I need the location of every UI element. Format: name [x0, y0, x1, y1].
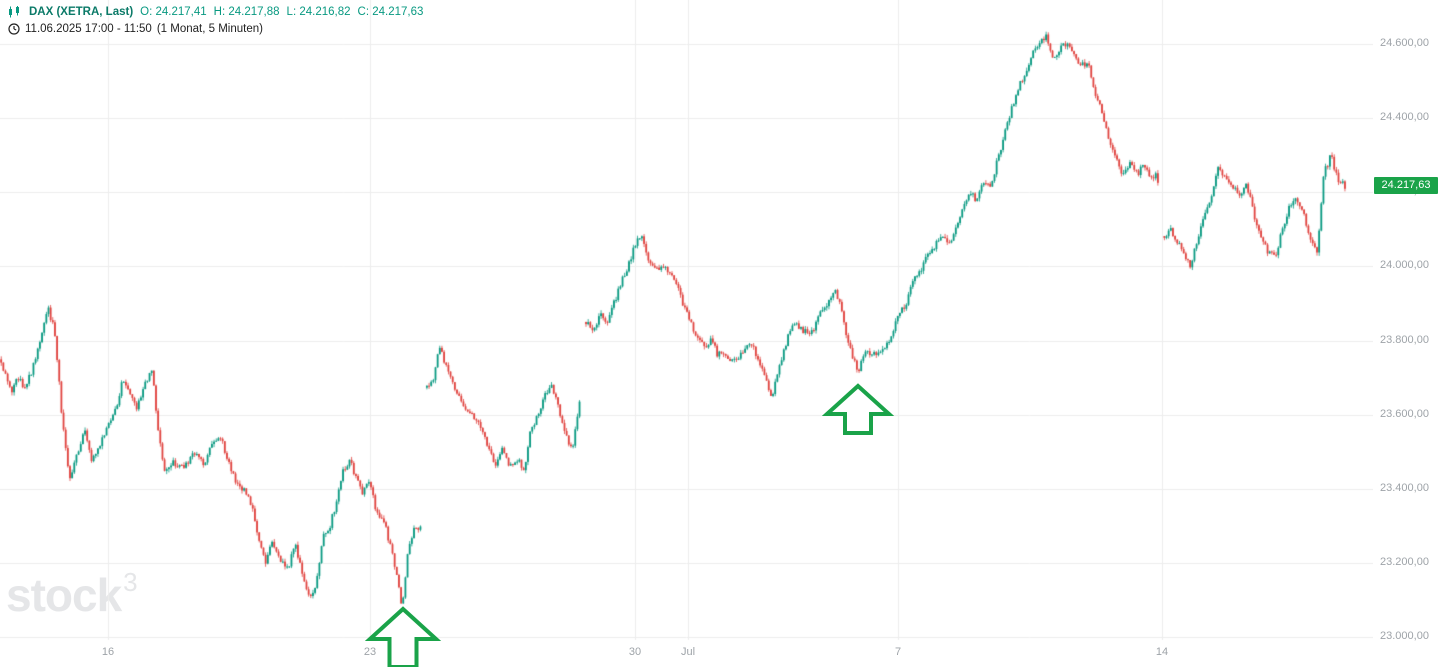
- price-axis-label: 23.400,00: [1380, 481, 1429, 494]
- buy-arrow-annotation[interactable]: [364, 606, 442, 667]
- time-axis-label: 30: [628, 646, 642, 658]
- annotations-overlay: [364, 383, 895, 667]
- price-axis-label: 23.600,00: [1380, 407, 1429, 420]
- ohlc-low: L: 24.216,82: [286, 6, 351, 18]
- time-range: 11.06.2025 17:00 - 11:50: [25, 23, 152, 35]
- candlestick-chart[interactable]: [0, 0, 1373, 667]
- time-axis-label: 7: [894, 646, 902, 658]
- price-axis-label: 24.000,00: [1380, 259, 1429, 272]
- price-axis-label: 23.200,00: [1380, 555, 1429, 568]
- price-axis-label: 24.600,00: [1380, 37, 1429, 49]
- time-header: 11.06.2025 17:00 - 11:50 (1 Monat, 5 Min…: [8, 23, 263, 35]
- price-axis-label: 23.000,00: [1380, 630, 1429, 642]
- time-axis-label: 16: [101, 646, 115, 658]
- time-axis-label: 14: [1155, 646, 1169, 658]
- clock-icon: [8, 23, 20, 35]
- time-axis-label: Jul: [680, 646, 696, 658]
- instrument-name: DAX (XETRA, Last): [29, 6, 134, 18]
- ohlc-open: O: 24.217,41: [140, 6, 207, 18]
- ohlc-high: H: 24.217,88: [213, 6, 280, 18]
- price-axis[interactable]: 24.217,63 24.600,0024.400,0024.200,0024.…: [1373, 0, 1440, 667]
- last-price-badge: 24.217,63: [1374, 177, 1438, 195]
- instrument-chart-icon: [9, 6, 19, 18]
- interval-label: (1 Monat, 5 Minuten): [156, 23, 263, 35]
- time-axis-label: 23: [363, 646, 377, 658]
- buy-arrow-annotation[interactable]: [821, 383, 895, 435]
- price-axis-label: 23.800,00: [1380, 333, 1429, 346]
- time-axis[interactable]: 16 23 30 Jul 7 14: [0, 642, 1373, 667]
- ohlc-close: C: 24.217,63: [357, 6, 424, 18]
- instrument-header: DAX (XETRA, Last) O: 24.217,41 H: 24.217…: [8, 6, 423, 18]
- price-axis-label: 24.400,00: [1380, 111, 1429, 124]
